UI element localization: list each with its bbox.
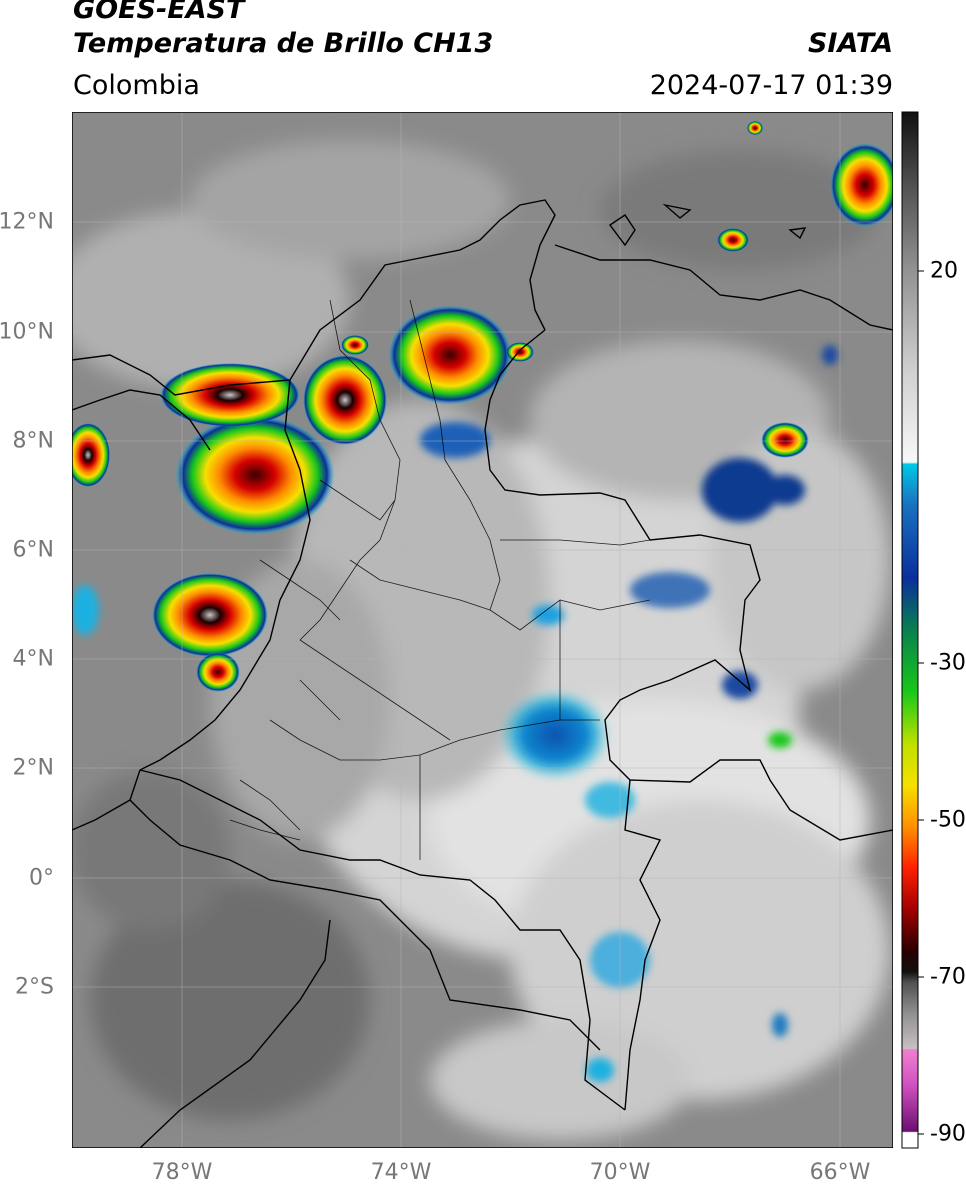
lat-tick-label: 4°N — [12, 646, 54, 672]
lat-tick-label: 2°S — [15, 974, 54, 1000]
country-borders — [72, 199, 893, 1148]
satellite-title: GOES-EAST — [73, 0, 245, 25]
lon-tick-label: 78°W — [151, 1160, 213, 1185]
lat-tick-label: 12°N — [0, 209, 54, 235]
department-borders — [229, 299, 651, 860]
lon-tick-label: 70°W — [589, 1160, 651, 1185]
satellite-imagery — [72, 112, 893, 1148]
lat-tick-label: 10°N — [0, 319, 54, 345]
product-title: Temperatura de Brillo CH13 — [73, 28, 494, 59]
lat-tick-label: 0° — [29, 865, 54, 891]
lat-tick-label: 2°N — [12, 755, 54, 781]
region-label: Colombia — [73, 70, 200, 101]
colorbar — [901, 111, 924, 1149]
colorbar-tick-label: -70 — [930, 964, 966, 990]
graticule — [72, 112, 893, 1148]
colorbar-tick-label: -30 — [930, 650, 966, 676]
lon-tick-label: 66°W — [809, 1160, 871, 1185]
colorbar-tick-label: -50 — [930, 807, 966, 833]
colorbar-tick-label: 20 — [930, 258, 958, 284]
lat-tick-label: 8°N — [12, 428, 54, 454]
colorbar-tick-label: -90 — [930, 1121, 966, 1147]
datetime-label: 2024-07-17 01:39 — [649, 70, 893, 101]
organization-label: SIATA — [807, 28, 893, 59]
lat-tick-label: 6°N — [12, 537, 54, 563]
lon-tick-label: 74°W — [370, 1160, 432, 1185]
